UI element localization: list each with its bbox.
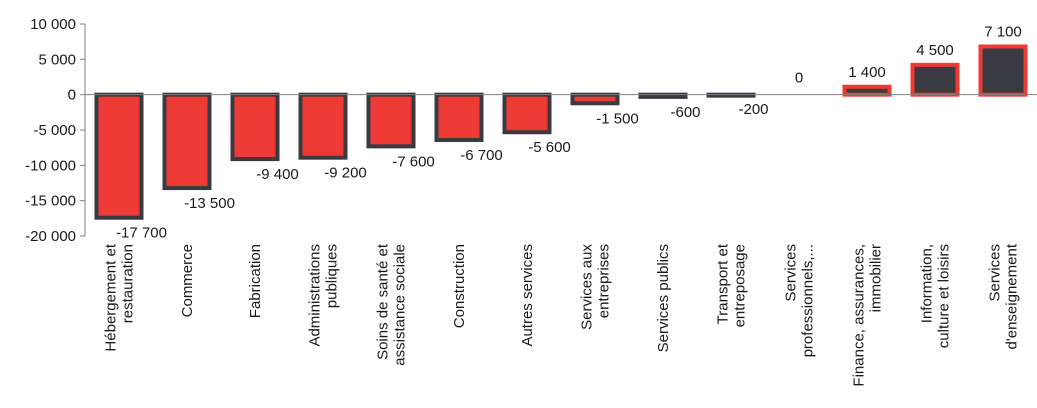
data-label: -6 700 bbox=[460, 147, 503, 164]
data-labels: -17 700 -13 500 -9 400 -9 200 -7 600 -6 700 -5… bbox=[116, 23, 1022, 241]
data-label: -17 700 bbox=[116, 225, 167, 242]
category-label: Fabrication bbox=[247, 244, 264, 318]
category-label-line: culture et loisirs bbox=[936, 244, 953, 348]
bar bbox=[570, 92, 620, 106]
category-label: Administrations publiques bbox=[307, 244, 341, 347]
category-label-line: Services bbox=[783, 244, 800, 302]
category-label: Services aux entreprises bbox=[579, 244, 613, 330]
data-label: -7 600 bbox=[392, 153, 435, 170]
y-tick-label: 10 000 bbox=[30, 16, 76, 33]
category-label: Hébergement et restauration bbox=[103, 243, 137, 351]
bars bbox=[94, 44, 1028, 220]
bar bbox=[162, 92, 212, 191]
category-label-line: Soins de santé et bbox=[375, 243, 392, 360]
category-label: Services d'enseignement bbox=[987, 243, 1021, 349]
data-label: 0 bbox=[795, 70, 803, 87]
bar bbox=[230, 92, 280, 162]
data-label: -1 500 bbox=[596, 110, 639, 127]
data-label: 7 100 bbox=[984, 23, 1022, 40]
category-label-line: Commerce bbox=[179, 244, 196, 317]
category-label-line: Services aux bbox=[579, 244, 596, 330]
bar bbox=[910, 62, 960, 97]
y-tick-label: -15 000 bbox=[25, 193, 76, 210]
y-tick-label: 5 000 bbox=[38, 51, 76, 68]
data-label: -5 600 bbox=[528, 139, 571, 156]
bar bbox=[434, 92, 484, 143]
category-label-line: Administrations bbox=[307, 244, 324, 347]
category-label-line: Construction bbox=[451, 244, 468, 328]
category-label-line: Autres services bbox=[519, 244, 536, 347]
y-tick-label: -20 000 bbox=[25, 228, 76, 245]
category-label: Transport et entreposage bbox=[715, 243, 749, 327]
category-label-line: Services bbox=[987, 244, 1004, 302]
data-label: -200 bbox=[738, 101, 768, 118]
category-label-line: publiques bbox=[324, 244, 341, 308]
bar bbox=[366, 92, 416, 149]
category-label-line: Transport et bbox=[715, 243, 732, 324]
category-label: Services professionnels,... bbox=[783, 244, 817, 357]
y-tick-label: 0 bbox=[68, 87, 76, 104]
category-label-line: Hébergement et bbox=[103, 243, 120, 351]
category-label-line: entreposage bbox=[732, 244, 749, 327]
category-label: Services publics bbox=[655, 244, 672, 352]
y-tick-label: -10 000 bbox=[25, 157, 76, 174]
category-label: Construction bbox=[451, 244, 468, 328]
data-label: -600 bbox=[670, 104, 700, 121]
bar bbox=[94, 92, 144, 220]
category-label-line: professionnels,... bbox=[800, 244, 817, 357]
category-label-line: immobilier bbox=[868, 244, 885, 312]
category-label-line: Services publics bbox=[655, 244, 672, 352]
bar bbox=[502, 92, 552, 135]
category-label-line: d'enseignement bbox=[1004, 243, 1021, 349]
bar bbox=[842, 84, 892, 97]
y-axis: 10 000 5 000 0 -5 000 -10 000 -15 000 -20 000 bbox=[25, 16, 86, 245]
category-label-line: assistance sociale bbox=[392, 244, 409, 366]
category-label-line: Fabrication bbox=[247, 244, 264, 318]
data-label: -9 400 bbox=[256, 166, 299, 183]
data-label: 1 400 bbox=[848, 64, 886, 81]
category-labels: Hébergement et restauration Commerce Fabric… bbox=[103, 243, 1021, 386]
category-label-line: restauration bbox=[120, 244, 137, 323]
category-label: Information, culture et loisirs bbox=[919, 244, 953, 348]
y-tick-label: -5 000 bbox=[33, 122, 76, 139]
data-label: -9 200 bbox=[324, 165, 367, 182]
category-label: Soins de santé et assistance sociale bbox=[375, 243, 409, 366]
bar bbox=[298, 92, 348, 160]
category-label-line: Information, bbox=[919, 244, 936, 323]
category-label: Finance, assurances, immobilier bbox=[851, 244, 885, 387]
data-label: -13 500 bbox=[184, 195, 235, 212]
data-label: 4 500 bbox=[916, 42, 954, 59]
category-label-line: entreprises bbox=[596, 244, 613, 318]
bar bbox=[978, 44, 1028, 97]
category-label: Commerce bbox=[179, 244, 196, 317]
category-label-line: Finance, assurances, bbox=[851, 244, 868, 387]
category-label: Autres services bbox=[519, 244, 536, 347]
